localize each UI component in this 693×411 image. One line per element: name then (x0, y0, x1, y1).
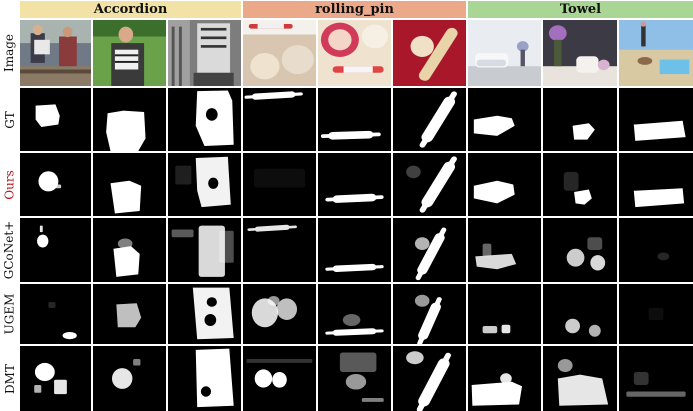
group-header-accordion: Accordion (20, 1, 241, 18)
ours-mask-2-2 (168, 153, 241, 216)
group-header-rolling-pin: rolling_pin (243, 1, 466, 18)
row-label-gconet-plus: GCoNet+ (2, 220, 17, 280)
dmt-mask-5-4 (318, 346, 391, 411)
dmt-mask-5-3 (243, 346, 316, 411)
gt-mask-1-3 (243, 88, 316, 151)
row-label-gt: GT (2, 110, 17, 129)
image-0-5 (393, 20, 466, 86)
ours-mask-2-3 (243, 153, 316, 216)
dmt-mask-5-1 (93, 346, 166, 411)
row-label-ugem: UGEM (2, 293, 17, 335)
gconet-plus-mask-3-6 (468, 218, 541, 282)
dmt-mask-5-7 (543, 346, 617, 411)
gconet-plus-mask-3-3 (243, 218, 316, 282)
gconet-plus-mask-3-1 (93, 218, 166, 282)
gconet-plus-mask-3-2 (168, 218, 241, 282)
gconet-plus-mask-3-4 (318, 218, 391, 282)
ugem-mask-4-4 (318, 284, 391, 344)
gt-mask-1-2 (168, 88, 241, 151)
dmt-mask-5-5 (393, 346, 466, 411)
ugem-mask-4-8 (619, 284, 693, 344)
row-label-image: Image (2, 33, 17, 73)
gconet-plus-mask-3-0 (20, 218, 91, 282)
gt-mask-1-0 (20, 88, 91, 151)
gt-mask-1-1 (93, 88, 166, 151)
gconet-plus-mask-3-8 (619, 218, 693, 282)
image-0-7 (543, 20, 617, 86)
image-0-2 (168, 20, 241, 86)
image-0-1 (93, 20, 166, 86)
ugem-mask-4-3 (243, 284, 316, 344)
image-0-4 (318, 20, 391, 86)
ours-mask-2-0 (20, 153, 91, 216)
row-label-dmt: DMT (2, 363, 17, 394)
ours-mask-2-6 (468, 153, 541, 216)
gconet-plus-mask-3-5 (393, 218, 466, 282)
image-0-3 (243, 20, 316, 86)
ugem-mask-4-1 (93, 284, 166, 344)
gt-mask-1-8 (619, 88, 693, 151)
gt-mask-1-7 (543, 88, 617, 151)
ugem-mask-4-7 (543, 284, 617, 344)
ours-mask-2-8 (619, 153, 693, 216)
dmt-mask-5-6 (468, 346, 541, 411)
group-header-towel: Towel (468, 1, 693, 18)
image-0-0 (20, 20, 91, 86)
row-label-ours: Ours (2, 169, 17, 200)
gt-mask-1-6 (468, 88, 541, 151)
image-0-6 (468, 20, 541, 86)
ours-mask-2-1 (93, 153, 166, 216)
ugem-mask-4-5 (393, 284, 466, 344)
dmt-mask-5-8 (619, 346, 693, 411)
dmt-mask-5-0 (20, 346, 91, 411)
ours-mask-2-7 (543, 153, 617, 216)
ours-mask-2-5 (393, 153, 466, 216)
ugem-mask-4-6 (468, 284, 541, 344)
gt-mask-1-5 (393, 88, 466, 151)
ours-mask-2-4 (318, 153, 391, 216)
ugem-mask-4-0 (20, 284, 91, 344)
gconet-plus-mask-3-7 (543, 218, 617, 282)
image-0-8 (619, 20, 693, 86)
dmt-mask-5-2 (168, 346, 241, 411)
ugem-mask-4-2 (168, 284, 241, 344)
gt-mask-1-4 (318, 88, 391, 151)
